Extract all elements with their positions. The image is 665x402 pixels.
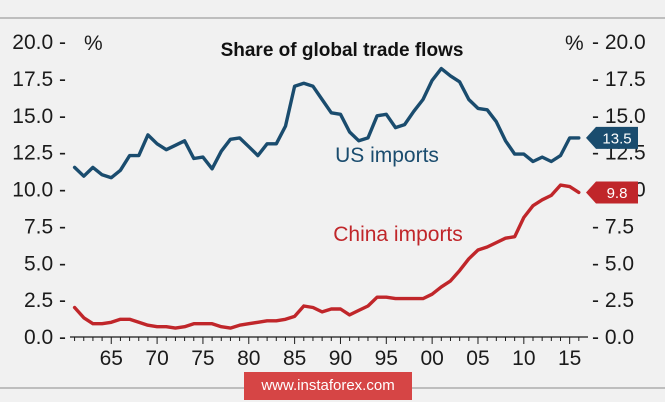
y-tick-label-right: - 0.0 bbox=[592, 326, 634, 349]
y-tick-label-left: 2.5 - bbox=[24, 289, 66, 312]
x-tick-label: 90 bbox=[329, 347, 352, 370]
y-tick-label-left: 0.0 - bbox=[24, 326, 66, 349]
y-tick-label-left: 12.5 - bbox=[12, 142, 66, 165]
x-tick-label: 00 bbox=[420, 347, 443, 370]
y-tick-label-right: - 15.0 bbox=[592, 105, 646, 128]
x-tick-label: 80 bbox=[237, 347, 260, 370]
y-unit-left: % bbox=[84, 32, 103, 55]
x-tick-label: 75 bbox=[191, 347, 214, 370]
x-tick-label: 10 bbox=[512, 347, 535, 370]
series-label-us-imports: US imports bbox=[335, 144, 439, 167]
y-tick-label-right: - 17.5 bbox=[592, 68, 646, 91]
callout-tag-china-imports bbox=[586, 181, 638, 204]
y-tick-label-left: 17.5 - bbox=[12, 68, 66, 91]
series-label-china-imports: China imports bbox=[333, 223, 463, 246]
watermark-label: www.instaforex.com bbox=[244, 372, 412, 400]
y-tick-label-left: 10.0 - bbox=[12, 179, 66, 202]
y-tick-label-left: 7.5 - bbox=[24, 215, 66, 238]
x-axis: 65 70 75 80 85 90 95 00 05 10 15 bbox=[74, 337, 581, 370]
x-tick-label: 85 bbox=[283, 347, 306, 370]
y-tick-label-right: - 5.0 bbox=[592, 252, 634, 275]
series-line-china-imports bbox=[72, 183, 581, 330]
y-tick-label-left: 15.0 - bbox=[12, 105, 66, 128]
series-line-us-imports bbox=[72, 66, 581, 180]
chart-title: Share of global trade flows bbox=[221, 40, 464, 61]
x-tick-label: 05 bbox=[466, 347, 489, 370]
series-layer bbox=[72, 66, 581, 330]
x-tick-label: 95 bbox=[375, 347, 398, 370]
y-tick-label-left: 5.0 - bbox=[24, 252, 66, 275]
last-value-callouts: 13.5 9.8 bbox=[586, 126, 638, 204]
x-tick-label: 65 bbox=[100, 347, 123, 370]
y-tick-label-right: - 2.5 bbox=[592, 289, 634, 312]
callout-value-china-imports: 9.8 bbox=[607, 185, 628, 202]
y-tick-label-left: 20.0 - bbox=[12, 31, 66, 54]
x-tick-label: 70 bbox=[145, 347, 168, 370]
y-tick-label-right: - 20.0 bbox=[592, 31, 646, 54]
y-axis-left: 0.0 - 2.5 - 5.0 - 7.5 - 10.0 - 12.5 - 15.0 - 17… bbox=[12, 31, 66, 349]
y-tick-label-right: - 7.5 bbox=[592, 215, 634, 238]
x-tick-label: 15 bbox=[558, 347, 581, 370]
y-unit-right: % bbox=[565, 32, 584, 55]
callout-tag-us-imports bbox=[586, 126, 638, 149]
callout-value-us-imports: 13.5 bbox=[602, 130, 631, 147]
